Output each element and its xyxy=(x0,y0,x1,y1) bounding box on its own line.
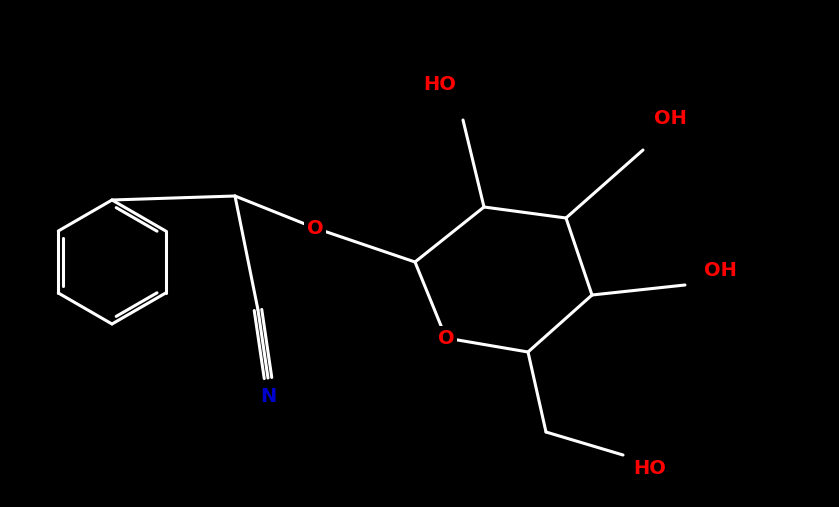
Text: O: O xyxy=(307,219,323,237)
Text: HO: HO xyxy=(424,76,456,94)
Text: OH: OH xyxy=(654,108,686,127)
Text: HO: HO xyxy=(633,458,666,478)
Text: O: O xyxy=(438,329,454,347)
Text: N: N xyxy=(260,386,276,406)
Text: OH: OH xyxy=(704,261,737,279)
